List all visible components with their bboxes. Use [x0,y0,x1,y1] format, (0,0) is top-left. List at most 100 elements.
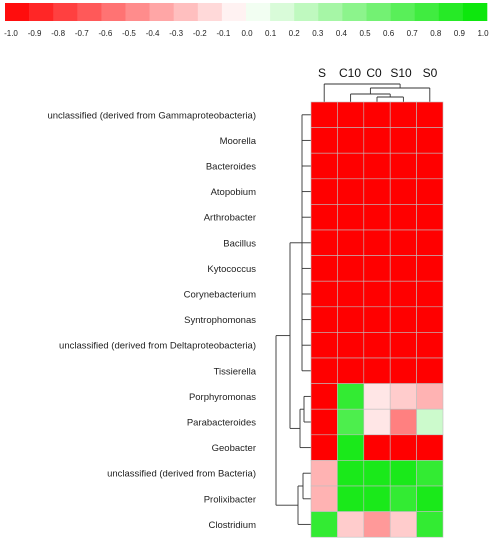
heatmap-cell [310,152,338,180]
color-scale-tick-label: 0.3 [312,29,324,38]
heatmap-cell [310,101,338,128]
color-scale-swatch [221,3,247,21]
color-scale-tick-label: -0.8 [51,29,65,38]
column-label: C0 [366,66,382,80]
color-scale-tick-label: -0.4 [146,29,160,38]
color-scale-swatch [294,3,319,21]
heatmap-cell [310,255,338,282]
color-scale-swatch [270,3,295,21]
color-scale-swatch [462,3,488,21]
color-scale-tick-label: 0.6 [383,29,395,38]
heatmap-cell [416,332,444,359]
heatmap-cell [337,178,365,205]
color-scale-swatch [390,3,415,21]
color-scale-swatch [438,3,464,21]
heatmap-cell [337,511,365,538]
color-scale-swatch [101,3,126,21]
heatmap-cell [389,460,417,487]
heatmap-cell [389,306,417,333]
heatmap-cell [389,255,417,282]
heatmap-cell [310,460,338,487]
color-scale-tick-label: -0.7 [75,29,89,38]
heatmap-cell [363,357,391,384]
heatmap-cell [389,127,417,154]
heatmap-cell [310,408,338,436]
row-label: Bacteroides [206,162,256,173]
heatmap-cell [310,434,338,461]
column-label: S0 [423,66,438,80]
heatmap-cell [389,357,417,384]
heatmap-cell [310,332,338,359]
heatmap-cell [363,383,391,410]
color-scale-swatch [318,3,343,21]
row-label: Parabacteroides [187,418,256,429]
heatmap-cell [363,434,391,461]
row-label: Clostridium [208,520,256,531]
heatmap-cell [389,383,417,410]
heatmap-cell [416,306,444,333]
heatmap-cell [363,408,391,436]
heatmap-cell [310,229,338,256]
heatmap-cell [416,511,444,538]
row-label: Moorella [220,136,257,147]
heatmap-cell [389,332,417,359]
color-scale-swatch [77,3,102,21]
heatmap-cell [363,306,391,333]
heatmap-cell [389,280,417,308]
color-scale-tick-label: 0.5 [359,29,371,38]
heatmap-cell [337,357,365,384]
heatmap-cell [416,204,444,231]
row-label: Geobacter [212,443,256,454]
color-scale-tick-label: -0.9 [28,29,42,38]
heatmap-cell [389,178,417,205]
color-scale-swatch [5,3,30,21]
column-dendrogram [323,83,431,102]
color-scale-tick-label: 1.0 [477,29,489,38]
row-label: Atopobium [211,187,257,198]
heatmap-cell [337,255,365,282]
color-scale-swatch [29,3,54,21]
heatmap-cell [389,101,417,128]
heatmap-cell [310,127,338,154]
row-label: Corynebacterium [184,290,256,301]
heatmap-cell [337,229,365,256]
heatmap-cell [416,280,444,308]
color-scale-tick-label: 0.1 [265,29,277,38]
color-scale-tick-label: -0.5 [122,29,136,38]
row-label: Kytococcus [207,264,256,275]
row-label: Syntrophomonas [184,315,256,326]
heatmap-cell [416,434,444,461]
heatmap-cell [363,127,391,154]
color-scale-tick-label: 0.0 [241,29,253,38]
heatmap-cell [310,306,338,333]
heatmap-cell [310,178,338,205]
heatmap-cell [363,152,391,180]
heatmap-cell [363,229,391,256]
decorative-mask [0,265,60,270]
heatmap-cell [337,127,365,154]
heatmap-cell [337,485,365,512]
heatmap-cell [389,511,417,538]
decorative-mask [0,214,80,219]
color-scale-swatch [342,3,367,21]
heatmap-cell [389,408,417,436]
column-label: S10 [390,66,412,80]
heatmap-cell [337,332,365,359]
color-scale-swatch [246,3,271,21]
heatmap-cell [363,178,391,205]
column-labels: S C10 C0 S10 S0 [318,66,438,80]
heatmap-cell [363,485,391,512]
color-scale-swatch [149,3,174,21]
row-label: unclassified (derived from Bacteria) [107,469,256,480]
heatmap-cell [363,101,391,128]
color-scale-swatch [414,3,440,21]
color-scale-tick-label: -0.1 [217,29,231,38]
heatmap-cell [416,408,444,436]
heatmap-cell [310,204,338,231]
heatmap-cell [416,178,444,205]
heatmap-cell [337,460,365,487]
color-scale-swatch [366,3,391,21]
heatmap-cell [389,204,417,231]
color-scale-tick-label: 0.9 [454,29,466,38]
heatmap-cell [389,434,417,461]
